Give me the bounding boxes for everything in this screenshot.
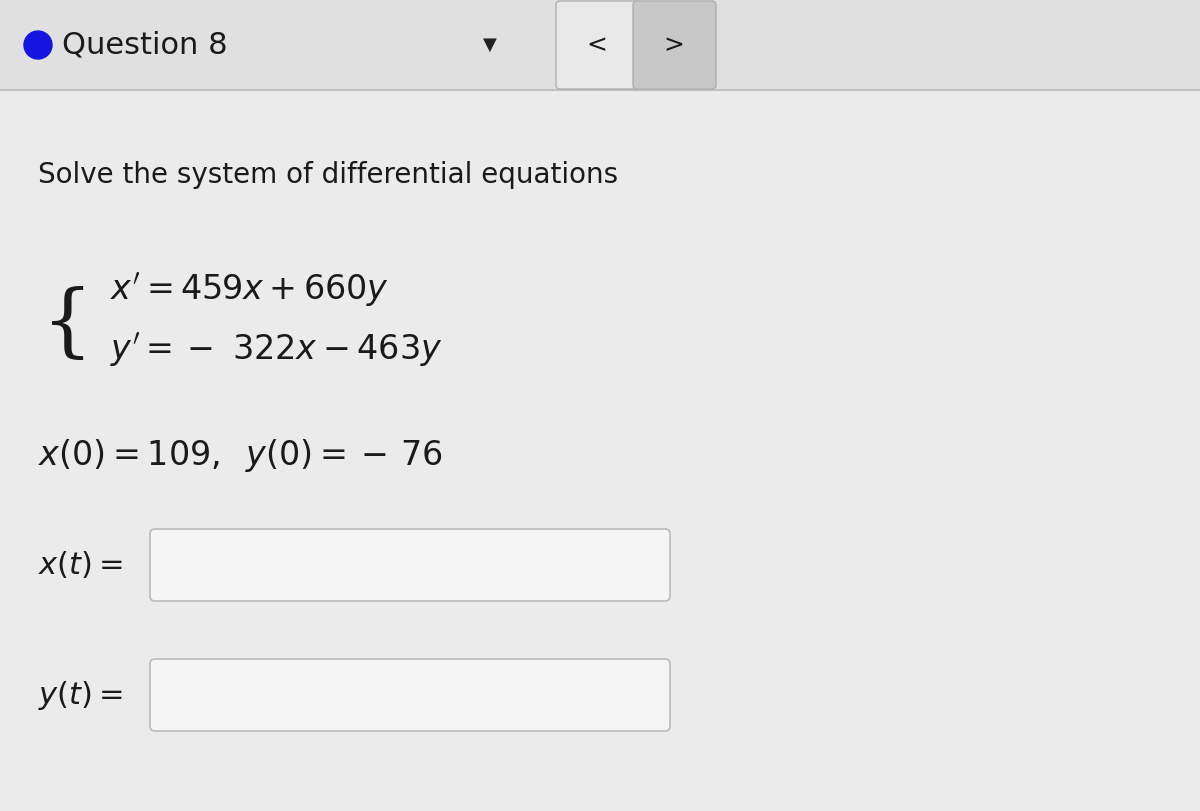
Text: >: > bbox=[664, 33, 684, 57]
Text: {: { bbox=[42, 286, 94, 364]
Text: $x(0) = 109, \;\; y(0) = -\, 76$: $x(0) = 109, \;\; y(0) = -\, 76$ bbox=[38, 436, 443, 474]
FancyBboxPatch shape bbox=[556, 1, 640, 89]
Bar bbox=[0, 0, 1200, 90]
Text: <: < bbox=[587, 33, 607, 57]
Text: $x(t)=$: $x(t)=$ bbox=[38, 550, 122, 581]
FancyBboxPatch shape bbox=[634, 1, 716, 89]
Text: Question 8: Question 8 bbox=[62, 31, 228, 59]
FancyBboxPatch shape bbox=[150, 659, 670, 731]
Text: $y' = -\ 322x - 463y$: $y' = -\ 322x - 463y$ bbox=[110, 331, 443, 369]
Circle shape bbox=[24, 31, 52, 59]
Text: $y(t)=$: $y(t)=$ bbox=[38, 679, 122, 711]
Text: Solve the system of differential equations: Solve the system of differential equatio… bbox=[38, 161, 618, 189]
Text: $x' = 459x + 660y$: $x' = 459x + 660y$ bbox=[110, 271, 389, 309]
Text: ▼: ▼ bbox=[484, 36, 497, 54]
FancyBboxPatch shape bbox=[150, 529, 670, 601]
